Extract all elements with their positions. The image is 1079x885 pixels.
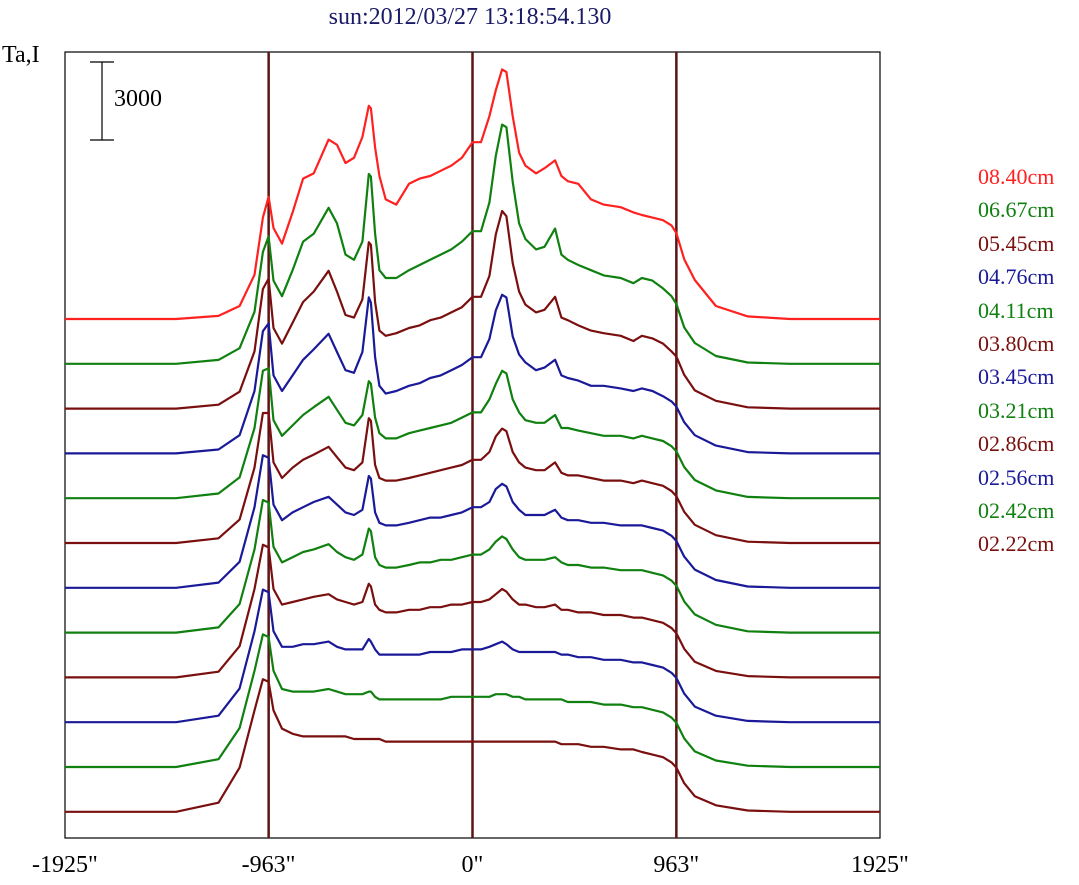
series-line-05.45cm: [65, 209, 880, 410]
vertical-markers: [267, 52, 678, 838]
legend-item-8: 02.86cm: [978, 431, 1055, 457]
series-line-03.80cm: [65, 411, 880, 545]
x-tick-label-3: 963": [653, 852, 700, 878]
series-line-02.22cm: [65, 678, 880, 813]
series-lines: [65, 68, 880, 813]
legend-item-2: 05.45cm: [978, 230, 1055, 256]
legend-item-0: 08.40cm: [978, 164, 1055, 189]
legend-item-1: 06.67cm: [978, 197, 1055, 223]
scale-bar-label: 3000: [114, 86, 162, 112]
series-line-02.56cm: [65, 588, 880, 724]
x-tick-label-2: 0": [461, 852, 484, 878]
x-tick-label-1: -963": [241, 852, 296, 878]
scale-bar: [90, 61, 114, 141]
legend-item-4: 04.11cm: [978, 297, 1054, 323]
legend-item-9: 02.56cm: [978, 464, 1055, 490]
x-tick-label-4: 1925": [851, 852, 909, 878]
series-line-04.11cm: [65, 367, 880, 500]
legend-item-7: 03.21cm: [978, 397, 1055, 423]
series-line-02.86cm: [65, 543, 880, 679]
series-line-02.42cm: [65, 633, 880, 769]
x-tick-label-0: -1925": [32, 852, 98, 878]
series-line-08.40cm: [65, 68, 880, 321]
series-line-04.76cm: [65, 293, 880, 455]
series-line-03.45cm: [65, 454, 880, 589]
legend-item-3: 04.76cm: [978, 264, 1055, 290]
y-axis-label: Ta,I: [2, 42, 40, 68]
legend-item-6: 03.45cm: [978, 364, 1055, 390]
legend-item-11: 02.22cm: [978, 531, 1055, 557]
legend: 08.40cm 06.67cm 05.45cm 04.76cm 04.11cm 03.80…: [978, 160, 1054, 561]
series-line-06.67cm: [65, 123, 880, 365]
series-line-03.21cm: [65, 498, 880, 634]
legend-item-5: 03.80cm: [978, 331, 1055, 357]
chart-title: sun:2012/03/27 13:18:54.130: [328, 4, 612, 30]
legend-item-10: 02.42cm: [978, 498, 1055, 524]
